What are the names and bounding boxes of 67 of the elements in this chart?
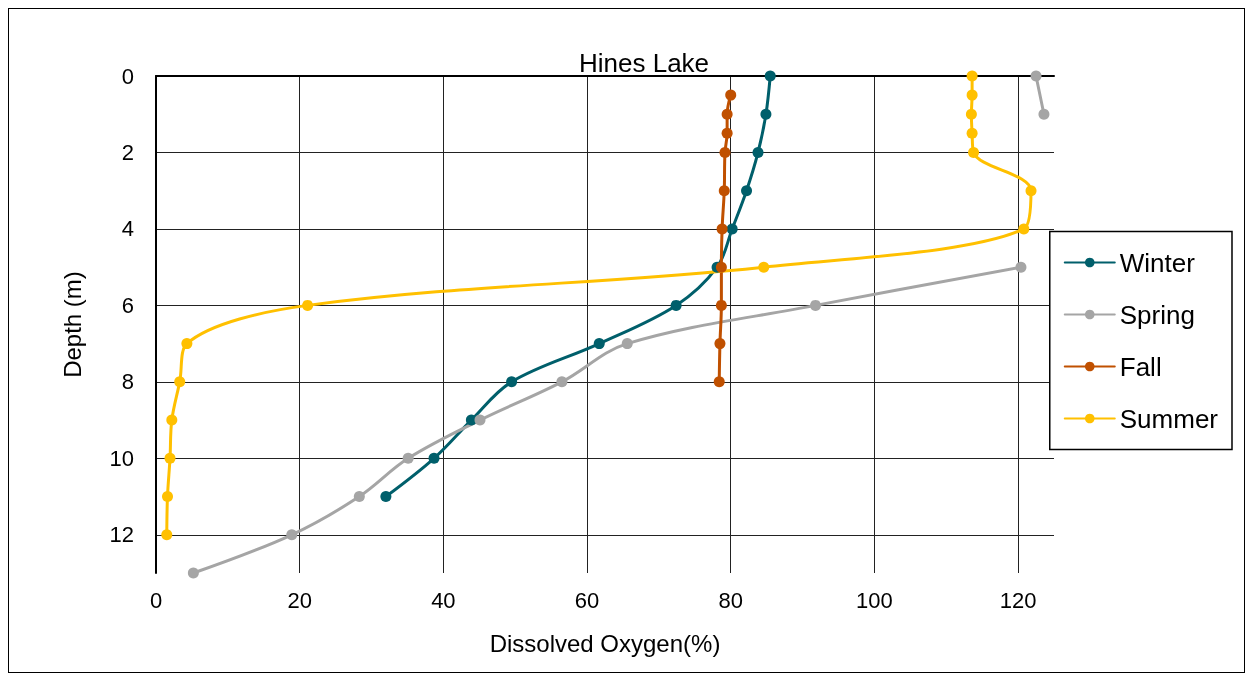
point (556, 376, 568, 388)
point (187, 567, 199, 579)
point (474, 414, 486, 426)
point (715, 261, 727, 273)
y-axis-title: Depth (m) (58, 271, 86, 378)
point (966, 89, 978, 101)
point (741, 185, 753, 197)
legend-label: Spring (1119, 299, 1195, 330)
point (764, 70, 776, 82)
point (161, 529, 173, 541)
y-tick-label: 0 (121, 63, 134, 89)
point (1025, 185, 1037, 197)
point (286, 529, 298, 541)
point (166, 414, 178, 426)
point (164, 452, 176, 464)
point (968, 146, 980, 158)
point (593, 338, 605, 350)
point (428, 452, 440, 464)
point (1038, 108, 1050, 120)
point (1018, 223, 1030, 235)
point (810, 299, 821, 311)
point (353, 491, 365, 503)
x-tick-label: 20 (287, 587, 312, 613)
point (721, 127, 733, 139)
point (760, 108, 772, 120)
point (725, 89, 737, 101)
point (715, 299, 727, 311)
point (713, 376, 725, 388)
point (162, 491, 173, 503)
point (402, 452, 414, 464)
legend-label: Summer (1119, 403, 1219, 434)
point (181, 338, 193, 350)
x-tick-label: 120 (999, 587, 1037, 613)
point (966, 70, 978, 82)
point (1030, 70, 1042, 82)
point (670, 299, 682, 311)
legend-label: Winter (1119, 247, 1196, 278)
x-tick-label: 0 (149, 587, 163, 613)
point (621, 338, 633, 350)
point (1015, 261, 1027, 273)
x-tick-label: 60 (574, 587, 600, 613)
point (714, 338, 726, 350)
y-tick-label: 4 (121, 216, 134, 242)
point (174, 376, 186, 388)
chart-title: Hines Lake (578, 48, 710, 78)
point (506, 376, 518, 388)
legend-label: Fall (1119, 351, 1162, 382)
x-tick-label: 80 (718, 587, 743, 613)
x-tick-label: 100 (856, 587, 893, 613)
point (716, 223, 728, 235)
point (758, 261, 770, 273)
point (726, 223, 738, 235)
point (966, 127, 978, 139)
x-axis-title: Dissolved Oxygen(%) (489, 629, 721, 657)
y-tick-label: 10 (109, 445, 134, 471)
y-tick-label: 12 (109, 522, 134, 548)
y-tick-label: 6 (121, 292, 134, 318)
point (718, 185, 730, 197)
point (719, 146, 731, 158)
point (302, 299, 314, 311)
point (380, 491, 392, 503)
x-tick-label: 40 (431, 587, 456, 613)
y-tick-label: 8 (121, 369, 134, 395)
point (965, 108, 977, 120)
point (752, 146, 764, 158)
point (721, 108, 733, 120)
y-tick-label: 2 (121, 139, 134, 165)
